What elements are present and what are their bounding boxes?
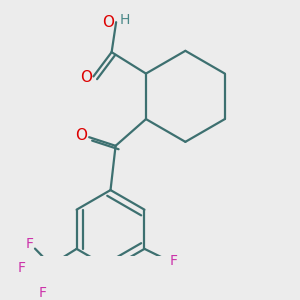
Text: H: H	[120, 13, 130, 27]
Text: O: O	[80, 70, 92, 85]
Text: F: F	[169, 254, 178, 268]
Text: O: O	[103, 15, 115, 30]
Text: O: O	[76, 128, 88, 143]
Text: F: F	[17, 261, 25, 275]
Text: F: F	[38, 286, 46, 300]
Text: F: F	[26, 236, 34, 250]
